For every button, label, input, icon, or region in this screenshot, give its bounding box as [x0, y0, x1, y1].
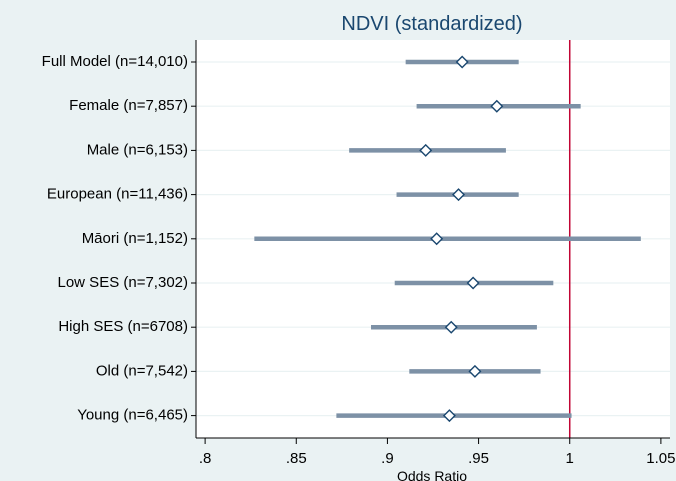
x-tick-label: .85 — [286, 450, 307, 467]
point-estimates — [419, 55, 504, 423]
category-label: Female (n=7,857) — [69, 97, 188, 114]
category-label: European (n=11,436) — [47, 186, 188, 203]
point-estimate-marker — [490, 99, 504, 113]
x-axis-title: Odds Ratio — [397, 468, 467, 481]
x-tick-label: 1 — [566, 450, 574, 467]
x-tick-label: .9 — [381, 450, 394, 467]
category-label: High SES (n=6708) — [58, 318, 188, 335]
x-axis-ticks: .8 .85 .9 .95 1 1.05 — [199, 438, 675, 467]
category-label: Low SES (n=7,302) — [58, 274, 189, 291]
category-label: Old (n=7,542) — [96, 362, 188, 379]
point-estimate-marker — [442, 409, 456, 423]
x-tick-label: 1.05 — [646, 450, 675, 467]
point-estimate-marker — [466, 276, 480, 290]
point-estimate-marker — [419, 143, 433, 157]
chart-title: NDVI (standardized) — [341, 13, 522, 35]
point-estimate-marker — [468, 364, 482, 378]
x-tick-label: .8 — [199, 450, 212, 467]
category-label: Male (n=6,153) — [87, 141, 188, 158]
point-estimate-marker — [444, 320, 458, 334]
category-label: Young (n=6,465) — [77, 407, 188, 424]
category-label: Full Model (n=14,010) — [42, 53, 188, 70]
point-estimate-marker — [452, 188, 466, 202]
point-estimate-marker — [455, 55, 469, 69]
category-labels: Full Model (n=14,010) Female (n=7,857) Mal… — [42, 53, 196, 424]
x-tick-label: .95 — [468, 450, 489, 467]
point-estimate-marker — [430, 232, 444, 246]
category-label: Māori (n=1,152) — [82, 230, 188, 247]
